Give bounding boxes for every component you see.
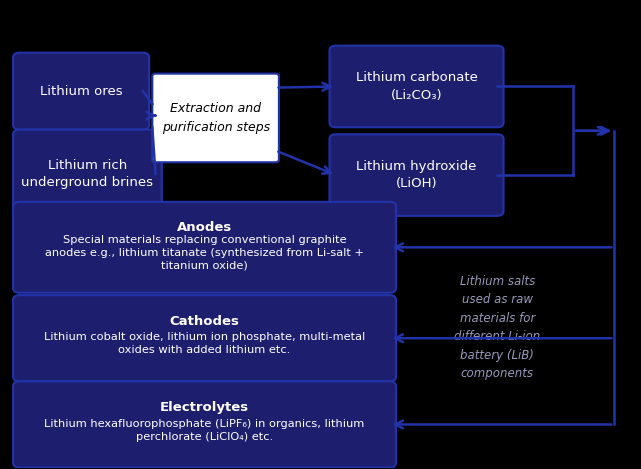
Text: Cathodes: Cathodes [170,315,240,328]
Text: Special materials replacing conventional graphite
anodes e.g., lithium titanate : Special materials replacing conventional… [45,235,364,271]
Text: Lithium cobalt oxide, lithium ion phosphate, multi-metal
oxides with added lithi: Lithium cobalt oxide, lithium ion phosph… [44,333,365,356]
Text: Anodes: Anodes [177,221,232,234]
Text: Lithium carbonate
(Li₂CO₃): Lithium carbonate (Li₂CO₃) [356,71,478,102]
FancyBboxPatch shape [329,134,504,216]
FancyBboxPatch shape [13,53,149,129]
FancyBboxPatch shape [13,295,396,381]
FancyBboxPatch shape [13,129,162,218]
FancyBboxPatch shape [153,74,279,162]
FancyBboxPatch shape [13,381,396,468]
Text: Electrolytes: Electrolytes [160,401,249,414]
Text: Lithium hydroxide
(LiOH): Lithium hydroxide (LiOH) [356,160,477,190]
Text: Lithium rich
underground brines: Lithium rich underground brines [21,159,153,189]
FancyBboxPatch shape [13,202,396,293]
Text: Extraction and
purification steps: Extraction and purification steps [162,102,270,134]
Text: Lithium hexafluorophosphate (LiPF₆) in organics, lithium
perchlorate (LiClO₄) et: Lithium hexafluorophosphate (LiPF₆) in o… [44,418,365,442]
Text: Lithium ores: Lithium ores [40,84,122,98]
FancyBboxPatch shape [329,45,504,127]
Text: Lithium salts
used as raw
materials for
different Li-ion
battery (LiB)
component: Lithium salts used as raw materials for … [454,275,540,380]
